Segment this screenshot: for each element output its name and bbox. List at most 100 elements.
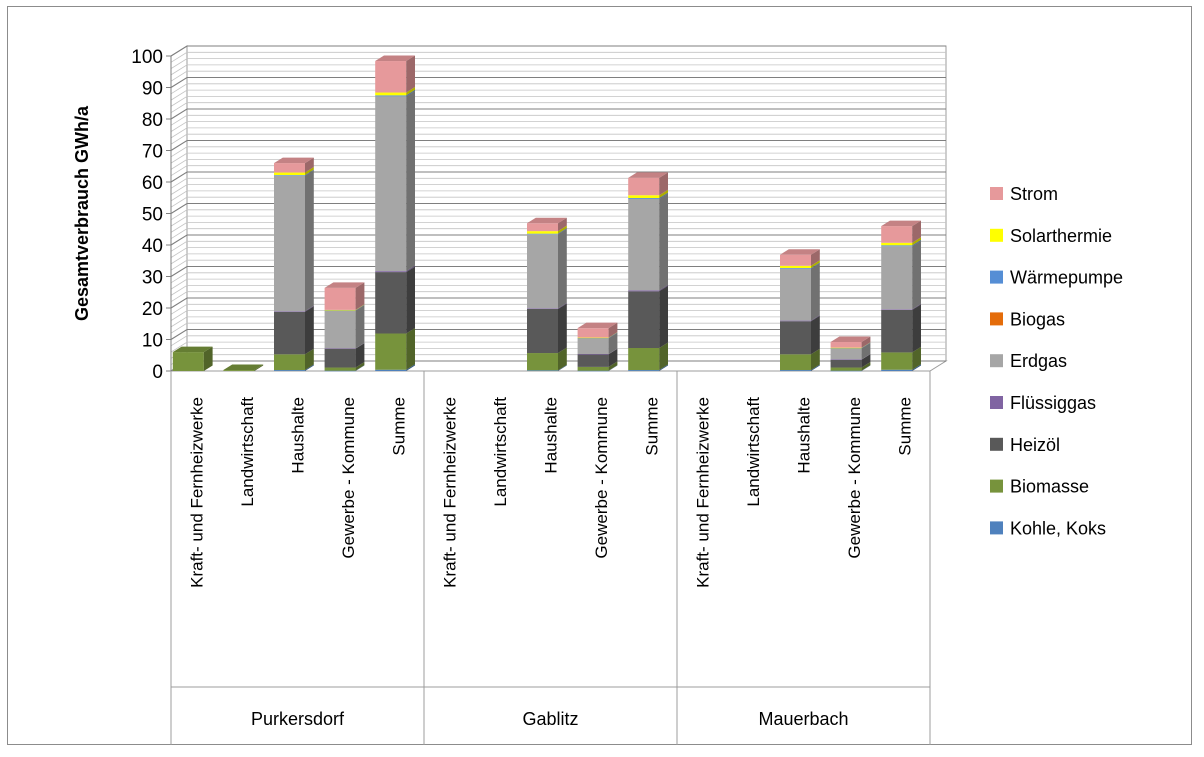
bar-segment [577,332,618,354]
bar-segment [628,284,668,292]
bar-side [659,285,668,349]
bar-side [659,284,668,292]
bar-segment [830,342,871,360]
bar-side [406,90,415,272]
bar-front [527,223,558,232]
bar-front [881,242,913,246]
bar-front [881,226,913,243]
bar-segment [577,348,618,355]
bar-segment [780,348,820,371]
bar-segment [527,347,567,371]
legend-swatch [990,437,1003,451]
minor-gridline [170,259,946,271]
bar-segment [274,305,314,312]
x-tick-label: Summe [643,397,662,456]
bar-segment [830,342,871,349]
bar-front [830,347,862,349]
bar-side [811,364,820,371]
chart-frame: 0 10 20 30 40 50 60 70 80 90 100 Kraft- und Fernhe… [7,6,1192,745]
minor-gridline [170,133,946,145]
y-tick-label: 70 [142,142,163,163]
bar-side [811,315,820,355]
bar-segment [274,157,314,173]
bar-front [324,370,356,372]
bar-side [406,265,415,273]
bar-side [355,342,365,349]
bar-side [861,362,871,371]
y-tick-label: 40 [142,236,163,257]
bar-side [406,266,415,334]
legend-label: Biomasse [1010,477,1089,497]
legend-item: Kohle, Koks [990,518,1106,538]
bar-top [830,336,871,343]
bar-segment [375,90,415,272]
x-tick-label: Gewerbe - Kommune [339,397,358,559]
bar-side [355,365,365,371]
bar-front [527,308,558,354]
bar-segment [172,346,213,371]
bar-segment [527,228,567,309]
bar-front [780,320,811,322]
minor-gridline [170,51,946,63]
bar-side [811,260,820,268]
y-tick-label: 30 [142,268,163,289]
bar-front [780,370,811,371]
bar-front [628,198,660,200]
major-gridline [170,234,946,246]
bar-side [558,228,567,309]
bar-front [375,96,407,272]
bar-front [830,359,862,360]
bar-segment [780,249,820,266]
bar-front [881,245,913,247]
minor-gridline [170,177,946,189]
legend: Strom Solarthermie Wärmepumpe Biogas Erdgas F… [990,184,1123,538]
minor-gridline [170,221,946,233]
bar-front [830,370,862,372]
bar-front [527,370,558,371]
bar-side [861,365,871,371]
bar-front [780,354,811,371]
bar-segment [527,225,567,234]
x-axis: Kraft- und Fernheizwerke Landwirtschaft Ha… [170,371,931,745]
bar-side [912,240,921,310]
bar-front [324,367,356,371]
major-gridline [170,45,946,57]
legend-label: Erdgas [1010,351,1067,371]
x-tick-label: Kraft- und Fernheizwerke [187,397,206,588]
bar-side [861,353,871,360]
bar-front [577,354,609,367]
bar-front [527,353,558,371]
bar-segment [274,170,314,312]
legend-label: Biogas [1010,309,1065,329]
bar-front [577,366,609,371]
bar-side [861,342,871,349]
y-axis-label: Gesamtverbrauch GWh/a [72,105,92,321]
bar-side [811,263,820,321]
y-tick-label: 60 [142,173,163,194]
bar-front [274,354,305,371]
bar-side [811,348,820,371]
major-gridline [170,202,946,214]
bar-front [274,175,305,312]
legend-swatch [990,270,1003,284]
minor-gridline [170,89,946,101]
minor-gridline [170,196,946,208]
minor-gridline [170,335,946,347]
x-tick-label: Kraft- und Fernheizwerke [440,397,459,588]
legend-item: Biomasse [990,477,1089,497]
chart-gridlines [170,45,946,372]
bar-side [406,87,415,96]
bar-front [375,271,407,273]
bar-side [254,364,264,371]
bar-front [830,342,862,348]
bar-front [628,348,660,371]
minor-gridline [170,215,946,227]
bar-segment [628,192,668,200]
bar-front [223,370,255,371]
bar-front [375,272,407,334]
bar-segment [830,353,871,360]
bar-front [324,309,356,311]
bar-segment [274,306,314,355]
legend-label: Heizöl [1010,435,1060,455]
bar-segment [324,362,365,371]
